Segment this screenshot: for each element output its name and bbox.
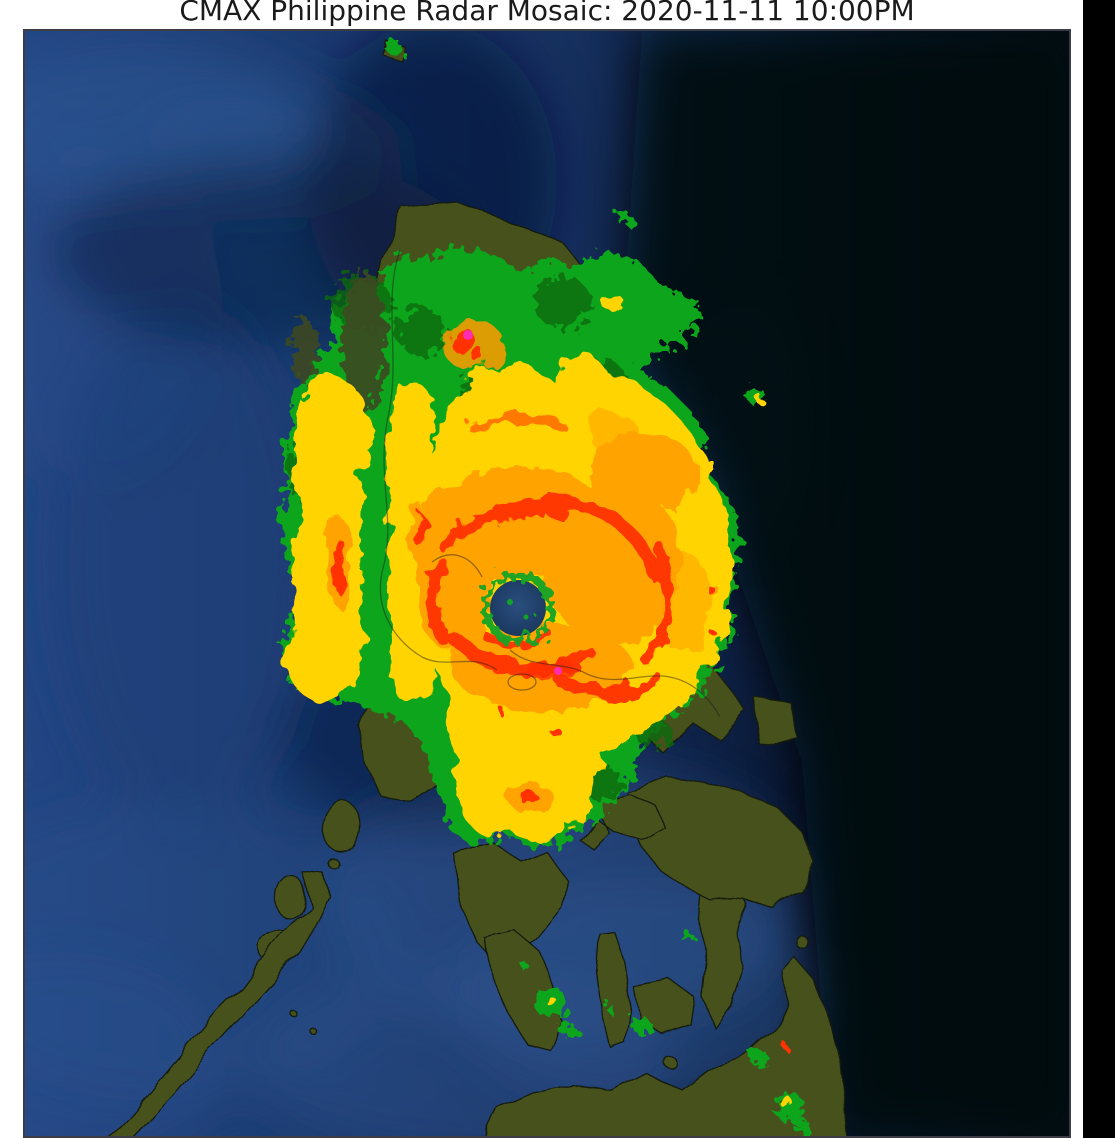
island-panay: [453, 843, 568, 965]
islet: [328, 858, 340, 870]
right-black-strip: [1083, 0, 1115, 1138]
island-catanduanes: [753, 696, 798, 748]
coastline-contours: [379, 249, 721, 718]
islet-tablas: [322, 800, 362, 854]
radar-map-canvas: [25, 31, 1069, 1136]
storm-eye: [481, 571, 555, 645]
figure-title: CMAX Philippine Radar Mosaic: 2020-11-11…: [179, 0, 915, 27]
islet-romblon: [274, 874, 306, 920]
echo-red-arcs: [427, 414, 674, 699]
echo-red-cells: [333, 328, 787, 1048]
island-palawan: [106, 871, 331, 1136]
island-samar: [626, 776, 815, 908]
radar-map-frame: [23, 29, 1071, 1138]
islet-dinagat: [795, 935, 809, 949]
deep-sea-shading: [622, 31, 1069, 1136]
echo-magenta-cells: [463, 330, 562, 675]
islet-cuyo: [290, 1010, 298, 1018]
islet-camiguin: [663, 1055, 677, 1069]
island-negros: [483, 929, 563, 1051]
island-cebu: [596, 931, 631, 1048]
island-mindanao: [483, 956, 848, 1136]
islet-cuyo2: [308, 1026, 316, 1034]
